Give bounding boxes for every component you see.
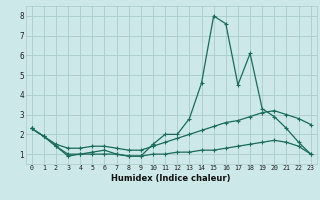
X-axis label: Humidex (Indice chaleur): Humidex (Indice chaleur): [111, 174, 231, 183]
